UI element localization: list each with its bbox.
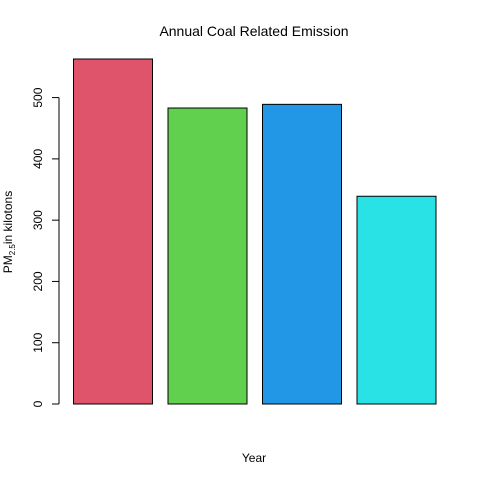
bar-3 bbox=[356, 195, 437, 405]
y-tick-label-100: 100 bbox=[31, 332, 45, 352]
y-axis-label-subscript: 2.5 bbox=[8, 244, 17, 256]
y-tick-label-400: 400 bbox=[31, 149, 45, 169]
y-tick-label-0: 0 bbox=[31, 400, 45, 407]
y-tick-label-300: 300 bbox=[31, 210, 45, 230]
bar-2 bbox=[262, 103, 342, 405]
bars-group bbox=[73, 58, 437, 405]
y-axis-label: PM2.5in kilotons bbox=[1, 191, 17, 274]
bar-0 bbox=[73, 58, 153, 405]
y-tick-label-200: 200 bbox=[31, 271, 45, 291]
y-tick-label-500: 500 bbox=[31, 87, 45, 107]
y-axis-label-main: PM bbox=[1, 255, 15, 273]
y-axis: 0 100 200 300 400 500 bbox=[31, 87, 60, 407]
y-axis-label-rest: in kilotons bbox=[1, 191, 15, 244]
bar-1 bbox=[167, 107, 248, 405]
x-axis-label: Year bbox=[242, 451, 266, 465]
chart-title: Annual Coal Related Emission bbox=[159, 23, 348, 39]
